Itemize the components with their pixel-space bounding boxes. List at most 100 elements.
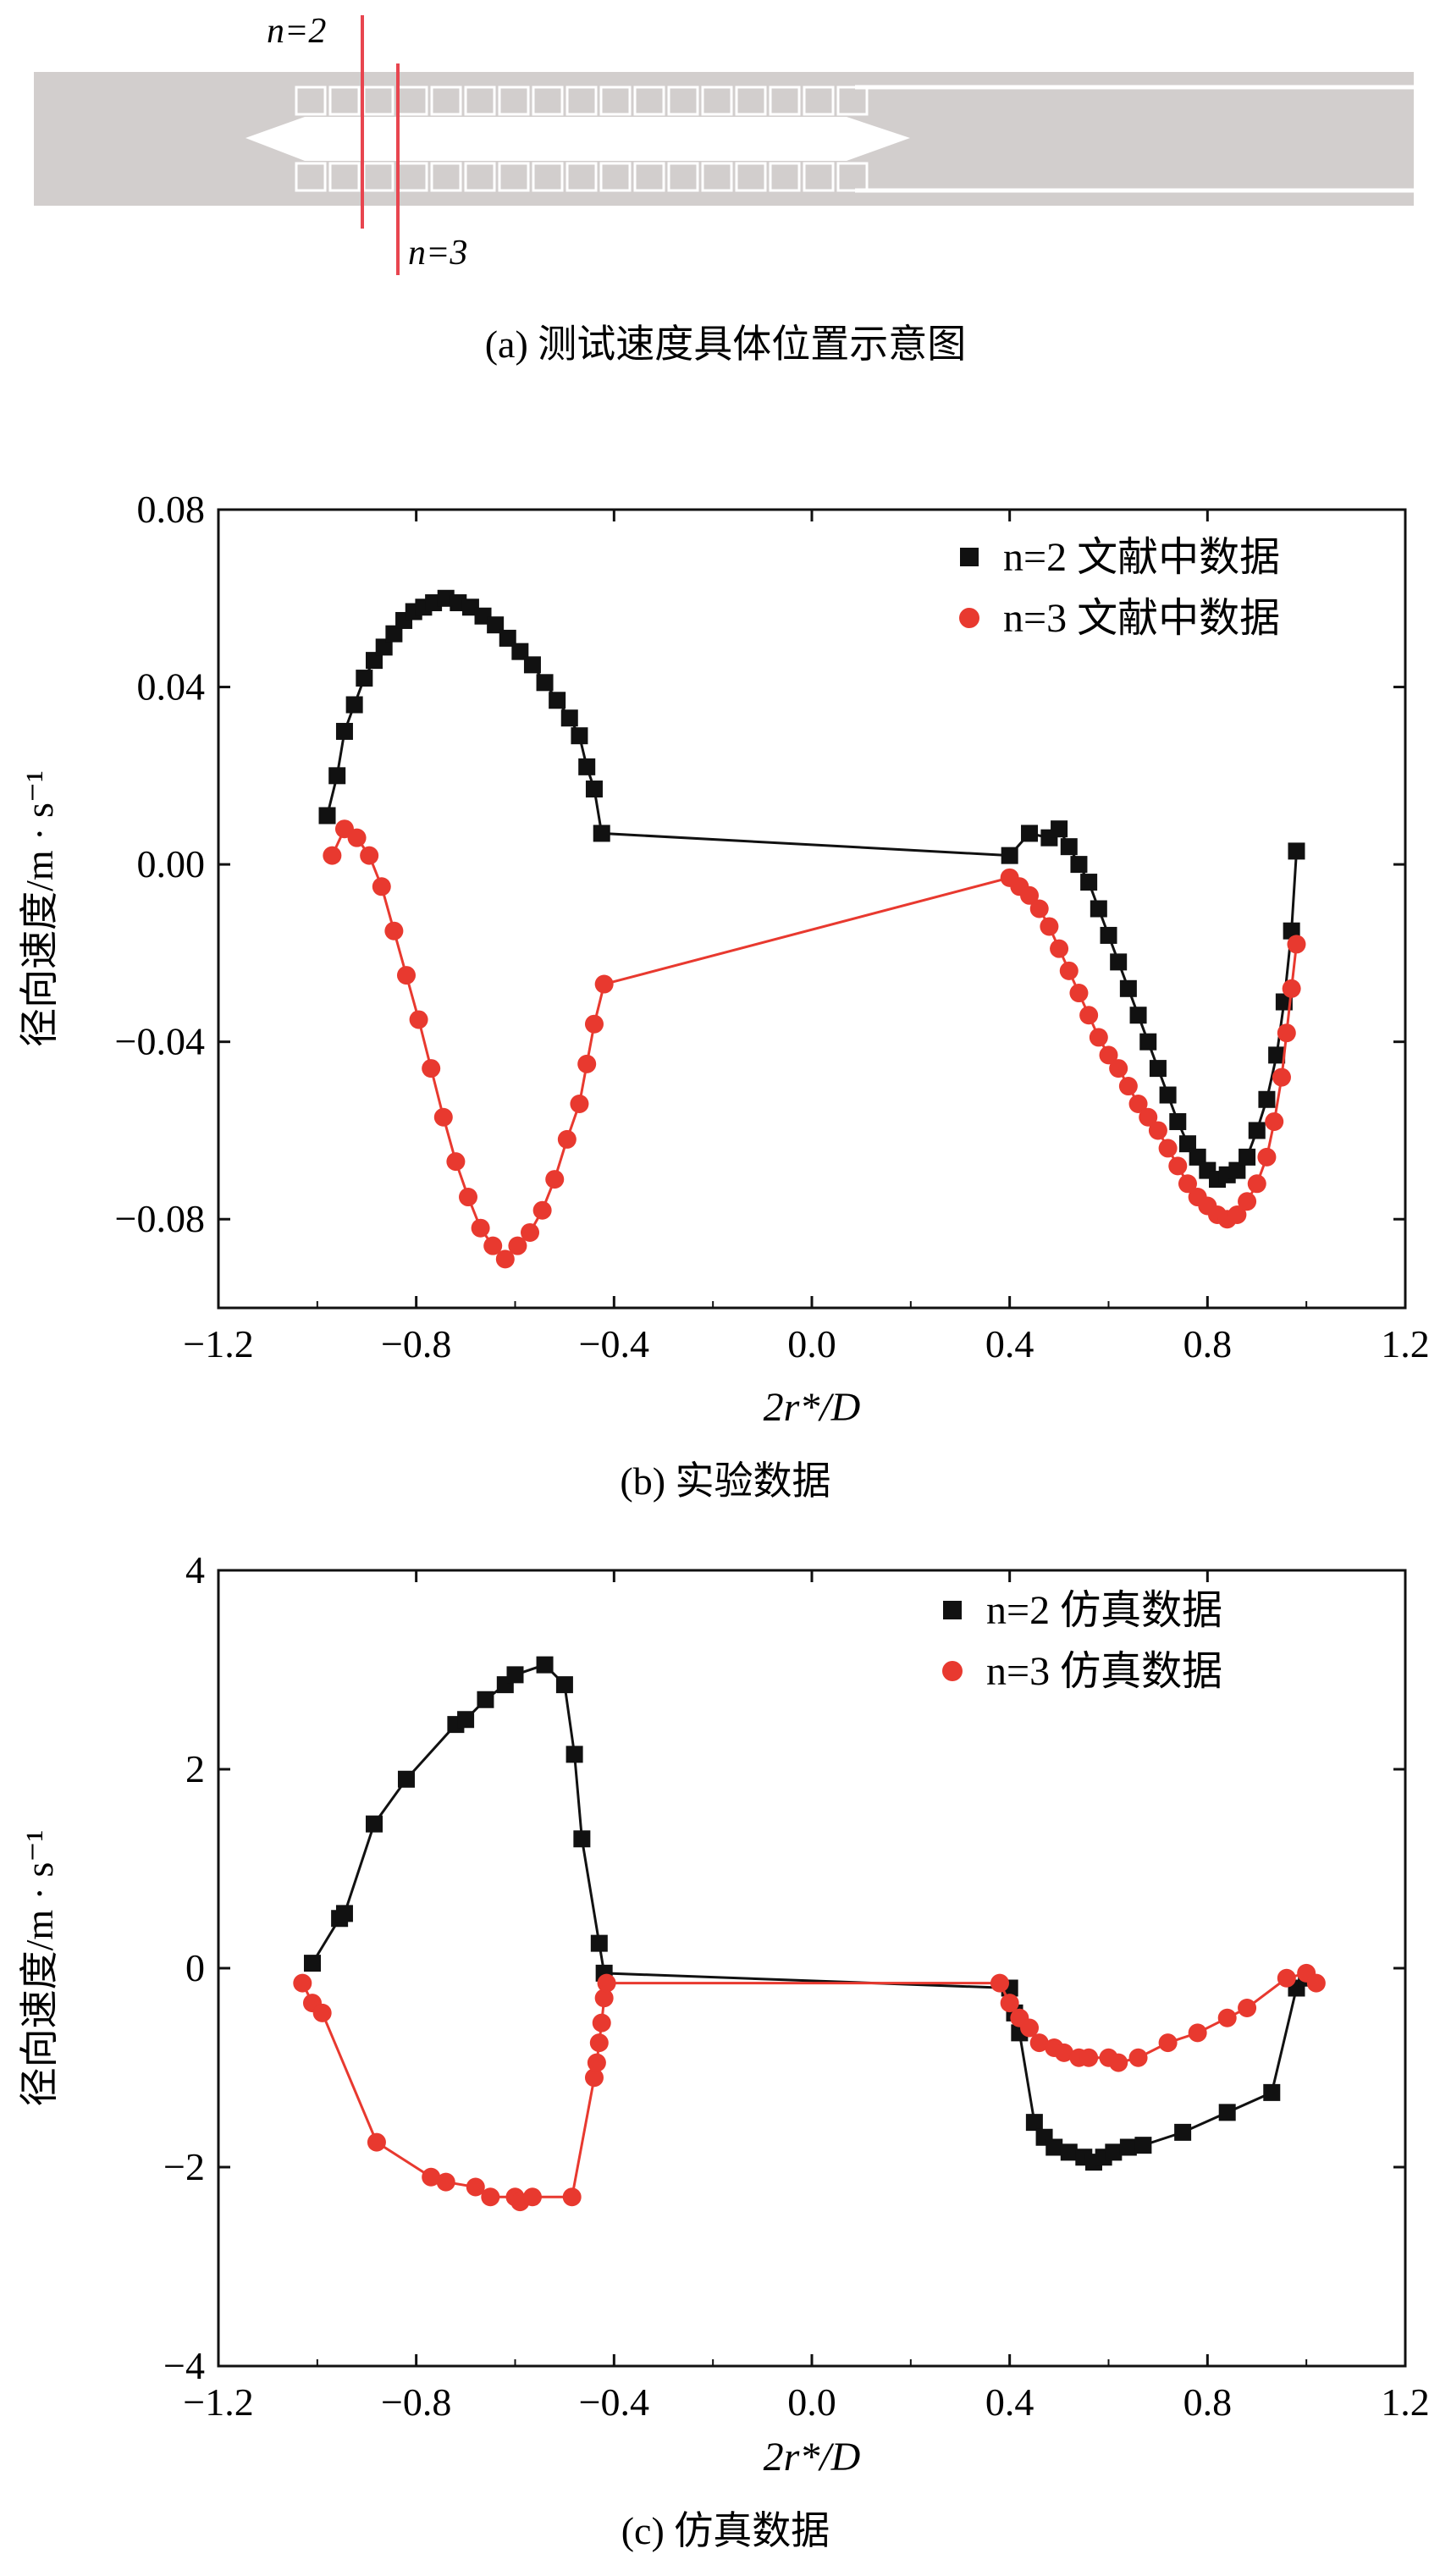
data-point-circle	[1079, 2048, 1099, 2067]
data-point-square	[555, 1676, 573, 1694]
legend-marker-square	[960, 548, 979, 566]
data-point-circle	[990, 1973, 1009, 1993]
legend-marker-circle	[942, 1661, 963, 1681]
data-point-circle	[446, 1152, 466, 1172]
divider-tooth	[769, 162, 801, 192]
y-tick-label: 0.00	[137, 842, 206, 885]
data-point-square	[523, 656, 541, 674]
data-point-square	[366, 652, 383, 670]
data-point-square	[506, 1666, 524, 1684]
data-point-circle	[433, 1107, 453, 1127]
data-point-square	[1051, 820, 1068, 838]
data-point-circle	[1040, 917, 1059, 936]
data-point-square	[1129, 1007, 1147, 1024]
divider-tooth	[430, 162, 462, 192]
legend-marker-square	[943, 1601, 962, 1619]
data-point-circle	[584, 1014, 604, 1034]
data-point-circle	[495, 1249, 515, 1269]
data-point-square	[549, 692, 566, 709]
data-point-circle	[1287, 935, 1306, 954]
data-point-square	[1228, 1161, 1246, 1179]
data-point-circle	[1272, 1067, 1291, 1087]
data-point-circle	[1178, 1174, 1197, 1194]
data-point-square	[487, 616, 505, 634]
y-tick-label: −2	[163, 2145, 205, 2188]
data-point-square	[560, 709, 578, 727]
data-point-circle	[1238, 1999, 1257, 2017]
divider-tooth	[599, 85, 632, 116]
data-point-square	[1070, 856, 1088, 874]
data-point-circle	[589, 2033, 609, 2053]
x-tick-label: −0.4	[579, 2380, 649, 2424]
x-tick-label: 1.2	[1381, 2380, 1430, 2424]
divider-tooth	[836, 162, 869, 192]
y-axis-label: 径向速度/m · s⁻¹	[18, 1830, 61, 2107]
divider-tooth	[362, 85, 394, 116]
divider-tooth	[836, 85, 869, 116]
label-n3: n=3	[408, 234, 467, 273]
data-point-circle	[1306, 1973, 1326, 1993]
divider-tooth	[667, 162, 699, 192]
data-point-circle	[422, 2167, 441, 2187]
data-point-circle	[1089, 1028, 1108, 1047]
data-point-square	[536, 674, 554, 692]
data-point-square	[375, 638, 393, 656]
divider-tooth	[498, 85, 530, 116]
data-point-square	[585, 781, 603, 798]
data-point-circle	[532, 1200, 552, 1220]
y-axis-label: 径向速度/m · s⁻¹	[18, 770, 61, 1047]
divider-tooth	[532, 85, 564, 116]
data-point-square	[1134, 2137, 1152, 2154]
data-point-circle	[584, 2068, 604, 2088]
data-point-circle	[1128, 1095, 1148, 1114]
data-point-square	[1149, 1060, 1167, 1078]
x-tick-label: 0.8	[1183, 1322, 1233, 1365]
data-point-circle	[577, 1054, 597, 1073]
series-line-2	[301, 1972, 1317, 2204]
data-point-square	[511, 643, 529, 660]
data-point-square	[1090, 900, 1107, 918]
divider-tooth	[566, 162, 598, 192]
data-point-circle	[1148, 1121, 1167, 1140]
data-point-circle	[422, 1059, 441, 1078]
data-point-circle	[545, 1170, 565, 1189]
data-point-square	[1239, 1148, 1256, 1166]
divider-tooth	[667, 85, 699, 116]
y-tick-label: −0.04	[115, 1020, 205, 1063]
data-point-circle	[1265, 1111, 1284, 1131]
data-point-square	[457, 1711, 475, 1729]
divider-tooth	[769, 85, 801, 116]
divider-tooth	[803, 162, 835, 192]
data-point-square	[1174, 2123, 1192, 2141]
data-point-square	[1258, 1090, 1276, 1108]
data-point-circle	[1158, 2033, 1178, 2053]
data-point-circle	[508, 1236, 527, 1255]
y-tick-label: −4	[163, 2344, 205, 2387]
legend-label: n=2 文献中数据	[1003, 535, 1280, 580]
divider-tooth	[633, 85, 665, 116]
data-point-circle	[597, 1973, 616, 1993]
divider-tooth	[498, 162, 530, 192]
divider-tooth	[396, 85, 428, 116]
y-tick-label: 4	[185, 1548, 205, 1591]
data-point-circle	[396, 966, 416, 985]
series-line-1	[311, 1663, 1308, 2164]
data-point-circle	[483, 1236, 503, 1255]
data-point-square	[345, 696, 363, 714]
data-point-square	[366, 1815, 383, 1833]
x-tick-label: 1.2	[1381, 1322, 1430, 1365]
data-point-square	[1105, 2143, 1123, 2161]
data-point-circle	[562, 2187, 582, 2207]
divider-tooth	[803, 85, 835, 116]
lane-divider-top	[295, 85, 869, 116]
data-point-circle	[1168, 1156, 1188, 1176]
divider-tooth	[430, 85, 462, 116]
data-point-circle	[1139, 1107, 1158, 1127]
data-point-circle	[367, 2132, 386, 2152]
data-point-square	[536, 1656, 554, 1674]
data-point-circle	[360, 846, 379, 865]
data-point-circle	[1029, 2033, 1049, 2053]
data-point-circle	[312, 2003, 332, 2022]
divider-tooth	[464, 162, 496, 192]
